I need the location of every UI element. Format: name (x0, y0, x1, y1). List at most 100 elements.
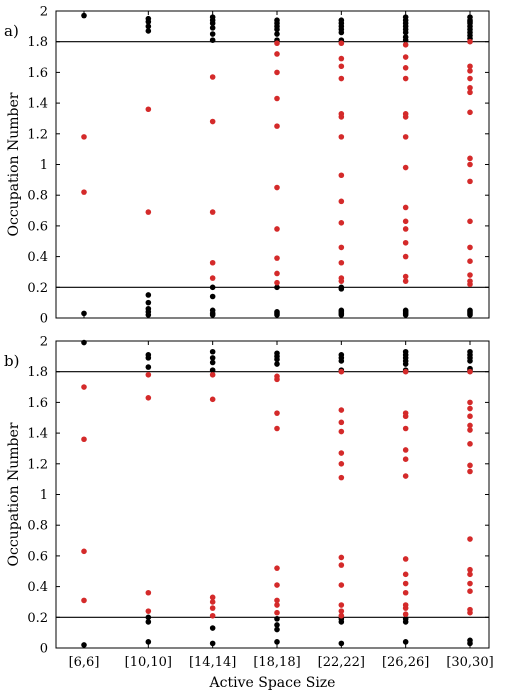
black-point (209, 31, 216, 37)
y-tick-label: 1.6 (27, 66, 48, 81)
x-tick-label: [26,26] (382, 655, 429, 670)
red-point (467, 161, 473, 168)
red-point (81, 436, 87, 443)
red-point (402, 253, 409, 260)
red-point (467, 178, 473, 185)
black-point (209, 25, 216, 31)
y-tick-label: 0 (40, 312, 48, 327)
x-tick-label: [6,6] (69, 655, 100, 670)
plot-frame (55, 10, 490, 319)
red-point (338, 220, 345, 226)
panel-label: b) (4, 352, 19, 370)
x-tick-label: [22,22] (318, 655, 365, 670)
red-point (274, 69, 280, 76)
y-tick-label: 0.4 (27, 250, 48, 265)
red-point (338, 134, 345, 140)
red-point (402, 413, 409, 420)
red-point (402, 41, 409, 48)
red-point (467, 422, 473, 429)
black-point (145, 355, 152, 361)
black-point (402, 361, 409, 367)
black-point (338, 358, 345, 364)
red-point (81, 134, 87, 140)
red-point (274, 184, 280, 191)
red-point (145, 209, 152, 215)
black-point (274, 284, 280, 291)
black-point (274, 639, 280, 645)
red-point (338, 428, 345, 435)
red-point (209, 612, 216, 619)
red-point (467, 272, 473, 278)
red-point (145, 106, 152, 113)
black-point (145, 312, 152, 318)
red-point (467, 580, 473, 587)
black-point (338, 619, 345, 625)
red-point (338, 407, 345, 413)
red-point (338, 419, 345, 426)
black-point (274, 622, 280, 628)
red-point (209, 275, 216, 281)
red-point (274, 255, 280, 261)
red-point (402, 589, 409, 596)
red-point (145, 608, 152, 614)
red-point (274, 270, 280, 277)
black-point (402, 312, 409, 318)
red-point (467, 441, 473, 447)
red-point (467, 368, 473, 375)
red-point (467, 399, 473, 406)
red-point (338, 608, 345, 614)
red-point (402, 447, 409, 453)
red-point (402, 273, 409, 280)
black-point (145, 619, 152, 625)
x-axis-title: Active Space Size (209, 675, 336, 691)
red-point (402, 204, 409, 211)
y-tick-label: 2 (40, 335, 48, 350)
y-tick-label: 0.8 (27, 519, 48, 534)
red-point (274, 51, 280, 57)
plot-frame (55, 340, 490, 649)
red-point (274, 95, 280, 102)
black-point (467, 358, 473, 364)
red-point (338, 368, 345, 375)
red-point (338, 198, 345, 205)
red-point (338, 244, 345, 251)
red-point (402, 580, 409, 587)
red-point (274, 376, 280, 383)
red-point (209, 599, 216, 605)
black-point (209, 367, 216, 373)
y-tick-label: 0.6 (27, 219, 48, 234)
black-point (274, 312, 280, 318)
black-point (145, 28, 152, 34)
red-point (81, 548, 87, 555)
red-point (338, 562, 345, 568)
red-point (209, 74, 216, 80)
red-point (274, 40, 280, 47)
red-point (467, 571, 473, 578)
red-point (274, 279, 280, 286)
black-point (338, 29, 345, 36)
y-tick-label: 0.6 (27, 549, 48, 564)
red-point (338, 554, 345, 561)
red-point (274, 582, 280, 588)
red-point (81, 189, 87, 195)
red-point (338, 75, 345, 82)
y-tick-label: 1.6 (27, 396, 48, 411)
red-point (402, 218, 409, 225)
red-point (338, 450, 345, 456)
red-point (338, 474, 345, 481)
red-point (209, 118, 216, 125)
red-point (467, 413, 473, 420)
red-point (467, 281, 473, 288)
x-tick-label: [30,30] (446, 655, 493, 670)
red-point (338, 63, 345, 70)
black-point (402, 619, 409, 625)
red-point (81, 384, 87, 390)
black-point (81, 642, 87, 648)
red-point (209, 605, 216, 611)
red-point (145, 394, 152, 401)
red-point (81, 597, 87, 604)
x-tick-label: [14,14] (189, 655, 236, 670)
red-point (467, 468, 473, 475)
red-point (467, 109, 473, 116)
black-point (145, 23, 152, 30)
